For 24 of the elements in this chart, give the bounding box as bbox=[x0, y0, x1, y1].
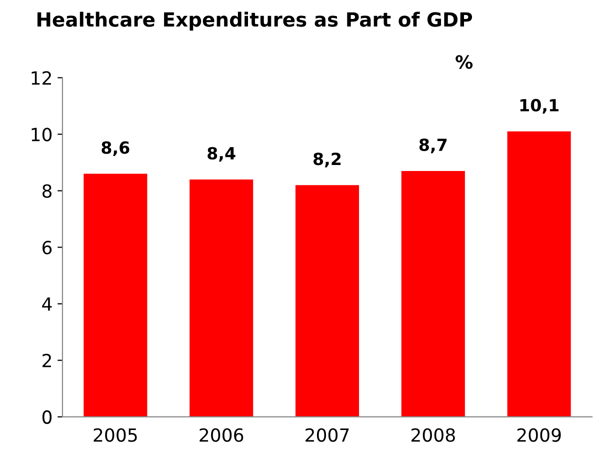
y-axis-title: % bbox=[456, 55, 473, 69]
y-tick-label: 6 bbox=[42, 240, 52, 254]
bar bbox=[295, 185, 360, 417]
x-tick-label: 2008 bbox=[412, 428, 455, 442]
y-tick-label: 2 bbox=[42, 354, 51, 368]
x-tick-label: 2006 bbox=[200, 428, 244, 442]
bar bbox=[190, 179, 254, 417]
bar bbox=[84, 174, 148, 417]
data-label: 10,1 bbox=[520, 98, 558, 114]
chart-title: Healthcare Expenditures as Part of GDP bbox=[37, 12, 472, 31]
bar bbox=[401, 170, 465, 417]
data-label: 8,6 bbox=[102, 141, 130, 156]
y-tick-label: 8 bbox=[42, 184, 52, 198]
y-tick-label: 0 bbox=[42, 410, 52, 424]
y-tick-label: 10 bbox=[32, 128, 52, 142]
y-tick-label: 4 bbox=[42, 297, 52, 311]
bar bbox=[507, 131, 571, 417]
x-tick-label: 2007 bbox=[306, 428, 349, 442]
y-tick-label: 12 bbox=[32, 71, 51, 85]
x-tick-label: 2005 bbox=[94, 428, 137, 442]
data-label: 8,7 bbox=[419, 138, 447, 154]
data-label: 8,2 bbox=[314, 152, 341, 168]
data-label: 8,4 bbox=[208, 146, 236, 162]
x-tick-label: 2009 bbox=[517, 428, 561, 442]
